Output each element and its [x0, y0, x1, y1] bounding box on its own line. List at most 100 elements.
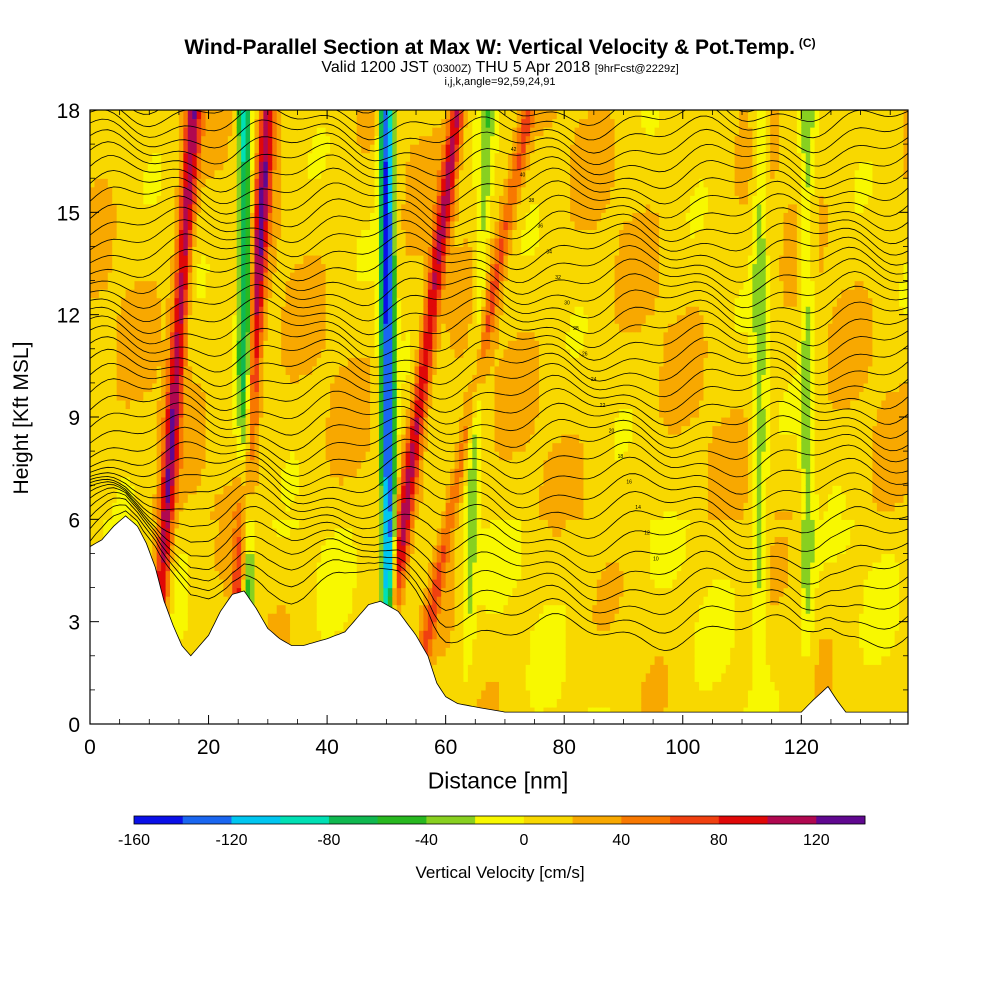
- velocity-cell: [383, 118, 389, 128]
- velocity-cell: [356, 323, 362, 333]
- velocity-cell: [223, 587, 229, 597]
- velocity-cell: [378, 169, 385, 179]
- velocity-cell: [250, 442, 256, 452]
- velocity-cell: [187, 382, 193, 393]
- velocity-cell: [347, 237, 353, 248]
- velocity-cell: [352, 135, 358, 145]
- velocity-cell: [263, 459, 269, 469]
- velocity-cell: [232, 399, 238, 410]
- velocity-cell: [285, 613, 291, 623]
- velocity-cell: [285, 280, 291, 290]
- velocity-cell: [218, 118, 224, 128]
- velocity-cell: [307, 510, 313, 520]
- velocity-cell: [107, 348, 113, 358]
- velocity-cell: [290, 297, 296, 307]
- velocity-cell: [178, 391, 184, 401]
- velocity-cell: [116, 451, 122, 461]
- velocity-cell: [276, 434, 282, 444]
- velocity-cell: [170, 587, 176, 597]
- velocity-cell: [116, 510, 122, 520]
- velocity-cell: [330, 152, 336, 162]
- velocity-cell: [356, 596, 362, 606]
- velocity-cell: [361, 331, 367, 341]
- velocity-cell: [258, 314, 264, 324]
- velocity-cell: [192, 203, 198, 213]
- velocity-cell: [161, 365, 167, 375]
- velocity-cell: [147, 135, 153, 145]
- velocity-cell: [316, 527, 322, 537]
- velocity-cell: [107, 263, 113, 273]
- velocity-cell: [90, 374, 96, 384]
- velocity-cell: [210, 374, 216, 384]
- velocity-cell: [392, 229, 398, 239]
- velocity-cell: [316, 306, 322, 316]
- velocity-cell: [107, 144, 113, 154]
- velocity-cell: [365, 306, 371, 316]
- velocity-cell: [147, 408, 153, 418]
- velocity-cell: [365, 553, 371, 563]
- velocity-cell: [210, 118, 216, 128]
- velocity-cell: [94, 476, 100, 486]
- velocity-cell: [205, 399, 211, 410]
- velocity-cell: [147, 417, 153, 427]
- velocity-cell: [378, 203, 385, 213]
- velocity-cell: [312, 246, 318, 256]
- velocity-cell: [312, 331, 318, 341]
- velocity-cell: [210, 314, 216, 324]
- velocity-cell: [316, 613, 322, 623]
- velocity-cell: [325, 536, 331, 546]
- velocity-cell: [121, 203, 127, 213]
- velocity-cell: [161, 527, 167, 537]
- velocity-cell: [125, 144, 131, 154]
- velocity-cell: [303, 186, 309, 196]
- velocity-cell: [285, 306, 291, 316]
- velocity-cell: [201, 485, 207, 495]
- velocity-cell: [192, 391, 198, 401]
- velocity-cell: [258, 323, 264, 333]
- velocity-cell: [334, 468, 340, 478]
- velocity-cell: [392, 365, 398, 375]
- velocity-cell: [130, 246, 136, 256]
- velocity-cell: [187, 272, 193, 282]
- velocity-cell: [356, 587, 362, 597]
- velocity-cell: [383, 519, 389, 529]
- velocity-cell: [103, 425, 109, 435]
- velocity-cell: [294, 306, 300, 316]
- velocity-cell: [263, 237, 269, 248]
- velocity-cell: [285, 314, 291, 324]
- velocity-cell: [116, 374, 122, 384]
- velocity-cell: [98, 203, 104, 213]
- velocity-cell: [165, 323, 171, 333]
- velocity-cell: [378, 391, 385, 401]
- velocity-cell: [161, 152, 167, 162]
- velocity-cell: [356, 493, 362, 503]
- velocity-cell: [343, 476, 349, 486]
- velocity-cell: [294, 561, 300, 572]
- velocity-cell: [392, 391, 398, 401]
- velocity-cell: [183, 391, 189, 401]
- velocity-cell: [392, 246, 398, 256]
- velocity-cell: [343, 468, 349, 478]
- velocity-cell: [365, 178, 371, 188]
- velocity-cell: [347, 519, 353, 529]
- velocity-cell: [396, 587, 402, 597]
- velocity-cell: [312, 621, 318, 631]
- velocity-cell: [374, 152, 380, 162]
- velocity-cell: [98, 425, 104, 435]
- velocity-cell: [183, 144, 189, 154]
- velocity-cell: [343, 110, 349, 120]
- velocity-cell: [227, 399, 233, 410]
- velocity-cell: [174, 476, 180, 486]
- velocity-cell: [281, 135, 287, 145]
- velocity-cell: [121, 161, 127, 171]
- velocity-cell: [312, 570, 318, 580]
- velocity-cell: [281, 212, 287, 222]
- velocity-cell: [214, 323, 220, 333]
- velocity-cell: [130, 297, 136, 307]
- velocity-cell: [218, 417, 224, 427]
- velocity-cell: [321, 186, 327, 196]
- velocity-cell: [94, 340, 100, 350]
- velocity-cell: [192, 544, 198, 555]
- velocity-cell: [147, 425, 153, 435]
- velocity-cell: [103, 357, 109, 367]
